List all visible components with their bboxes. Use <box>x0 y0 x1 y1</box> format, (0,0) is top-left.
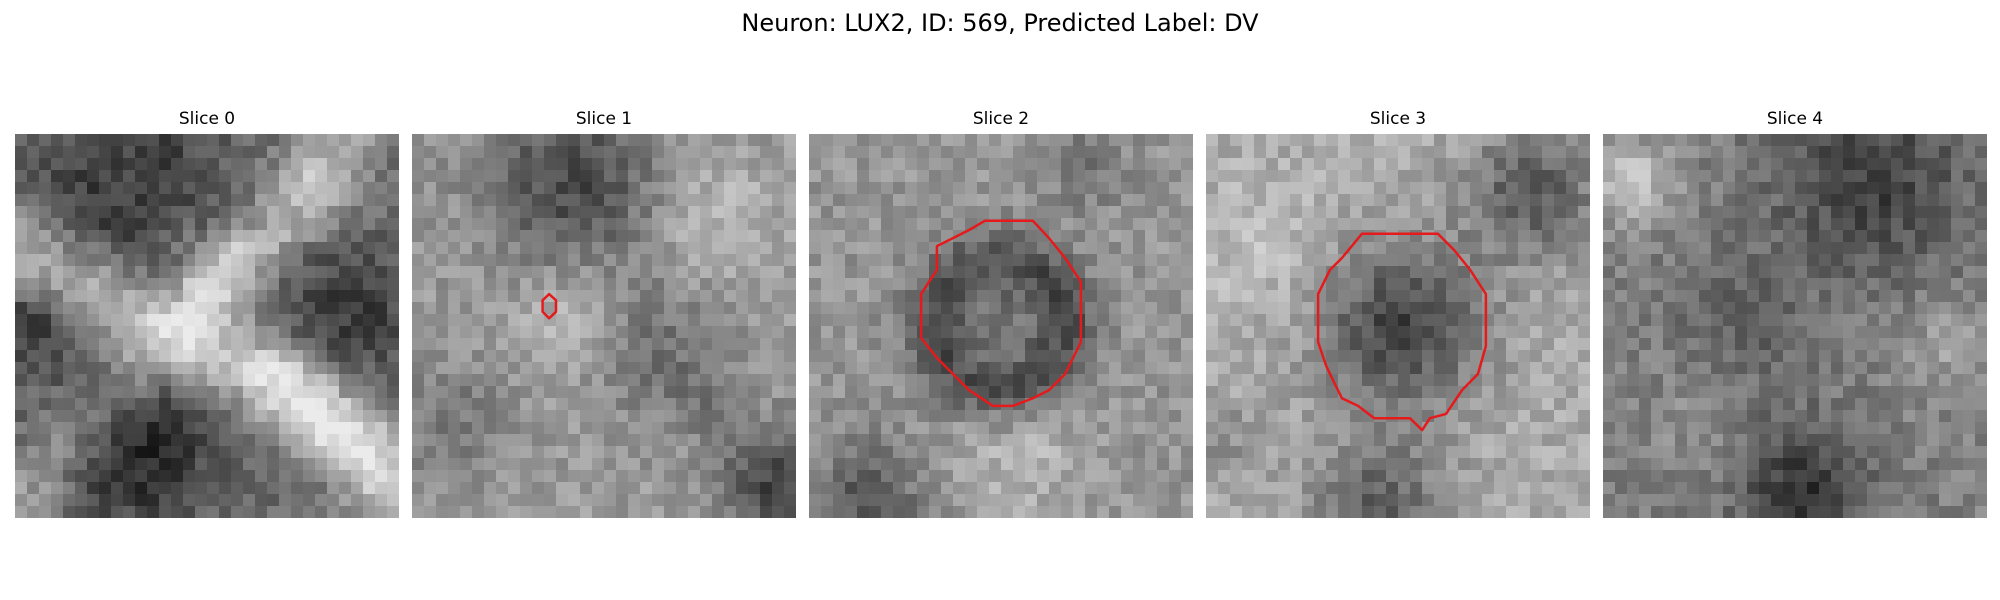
slice-panel-2: Slice 2 <box>809 108 1193 130</box>
slice-panel-4: Slice 4 <box>1603 108 1987 130</box>
slice-title: Slice 0 <box>15 108 399 130</box>
slice-title: Slice 3 <box>1206 108 1590 130</box>
slice-title: Slice 2 <box>809 108 1193 130</box>
slice-image <box>15 134 399 518</box>
slice-panel-3: Slice 3 <box>1206 108 1590 130</box>
slice-image <box>809 134 1193 518</box>
slice-image <box>412 134 796 518</box>
slice-panel-0: Slice 0 <box>15 108 399 130</box>
slice-image <box>1206 134 1590 518</box>
slice-panel-1: Slice 1 <box>412 108 796 130</box>
slice-title: Slice 1 <box>412 108 796 130</box>
slice-image <box>1603 134 1987 518</box>
slice-title: Slice 4 <box>1603 108 1987 130</box>
figure-title: Neuron: LUX2, ID: 569, Predicted Label: … <box>0 8 2000 38</box>
